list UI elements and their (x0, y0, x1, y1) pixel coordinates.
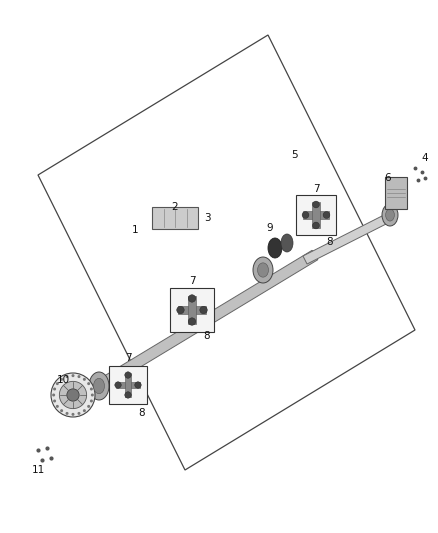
Ellipse shape (93, 378, 105, 394)
Circle shape (313, 222, 319, 229)
Circle shape (60, 378, 63, 381)
Circle shape (60, 409, 63, 412)
Circle shape (125, 392, 131, 398)
Text: 7: 7 (125, 353, 131, 363)
Bar (178, 306, 206, 314)
Circle shape (87, 405, 90, 408)
Circle shape (90, 387, 93, 391)
Circle shape (67, 389, 79, 401)
Text: 4: 4 (422, 153, 428, 163)
Circle shape (71, 374, 74, 377)
Circle shape (66, 412, 68, 415)
Bar (152, 207, 198, 229)
Text: 10: 10 (57, 375, 70, 385)
Circle shape (78, 412, 81, 415)
Circle shape (188, 295, 196, 302)
Circle shape (51, 373, 95, 417)
Circle shape (323, 212, 330, 219)
Text: 7: 7 (189, 276, 195, 286)
Circle shape (52, 393, 55, 397)
Circle shape (135, 382, 141, 388)
Bar (170, 288, 214, 332)
Bar (109, 366, 147, 404)
Bar (303, 212, 329, 219)
Circle shape (83, 409, 86, 412)
Bar (116, 382, 140, 389)
Text: 9: 9 (267, 223, 273, 233)
Circle shape (71, 413, 74, 416)
Circle shape (66, 375, 68, 378)
Circle shape (200, 306, 207, 314)
Circle shape (53, 399, 56, 402)
Circle shape (177, 306, 184, 314)
Bar (385, 177, 407, 209)
Text: 3: 3 (204, 213, 210, 223)
Text: 6: 6 (385, 173, 391, 183)
Circle shape (188, 318, 196, 325)
Ellipse shape (385, 209, 394, 221)
Circle shape (78, 375, 81, 378)
Circle shape (115, 382, 121, 388)
Ellipse shape (258, 263, 268, 277)
Bar (296, 195, 336, 235)
Circle shape (302, 212, 309, 219)
Circle shape (53, 387, 56, 391)
Text: 8: 8 (327, 237, 333, 247)
Polygon shape (303, 214, 390, 264)
Circle shape (90, 399, 93, 402)
Bar (124, 373, 131, 397)
Text: 2: 2 (172, 202, 178, 212)
Circle shape (87, 382, 90, 385)
Bar (312, 202, 320, 228)
Ellipse shape (281, 234, 293, 252)
Circle shape (56, 382, 59, 385)
Text: 8: 8 (139, 408, 145, 418)
Text: 5: 5 (292, 150, 298, 160)
Circle shape (83, 378, 86, 381)
Text: 7: 7 (313, 184, 319, 194)
Text: 1: 1 (132, 225, 138, 235)
Text: 11: 11 (32, 465, 45, 475)
Circle shape (313, 201, 319, 208)
Ellipse shape (382, 204, 398, 226)
Circle shape (125, 372, 131, 378)
Text: 8: 8 (204, 331, 210, 341)
Circle shape (60, 381, 87, 409)
Ellipse shape (268, 238, 282, 258)
Ellipse shape (253, 257, 273, 283)
Polygon shape (97, 251, 318, 390)
Circle shape (91, 393, 94, 397)
Ellipse shape (89, 372, 109, 400)
Bar (188, 296, 196, 324)
Circle shape (56, 405, 59, 408)
